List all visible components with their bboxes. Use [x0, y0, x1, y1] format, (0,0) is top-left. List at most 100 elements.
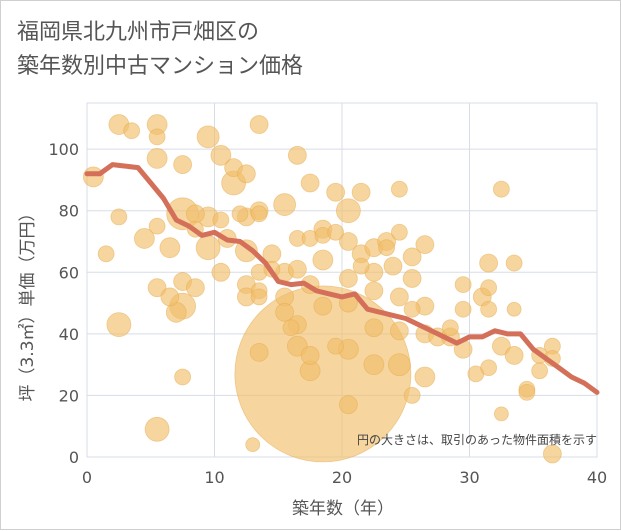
x-tick-label: 0	[82, 468, 92, 487]
y-tick-label: 20	[59, 386, 79, 405]
data-point	[313, 296, 333, 316]
data-point	[403, 300, 421, 318]
data-point	[390, 180, 408, 198]
data-point	[364, 318, 384, 338]
data-point	[364, 281, 384, 301]
data-point	[185, 204, 205, 224]
data-point	[148, 217, 166, 235]
data-point	[402, 269, 422, 288]
data-point	[480, 359, 498, 377]
y-tick-label: 100	[48, 140, 79, 159]
data-point	[106, 312, 132, 338]
data-point	[491, 336, 511, 356]
data-point	[312, 249, 334, 271]
data-point	[147, 278, 167, 298]
data-point	[378, 239, 396, 257]
data-point	[97, 245, 115, 263]
data-point	[82, 166, 104, 188]
data-point	[390, 223, 408, 241]
x-axis-title: 築年数（年）	[292, 499, 394, 519]
data-point	[212, 211, 230, 229]
data-point	[454, 276, 472, 294]
data-point	[133, 228, 155, 249]
data-point	[173, 155, 193, 174]
x-tick-label: 40	[587, 468, 607, 487]
data-point	[287, 145, 307, 165]
data-point	[454, 300, 472, 318]
data-point	[195, 235, 221, 261]
chart-title-line-2: 築年数別中古マンション価格	[17, 53, 303, 78]
data-point	[245, 437, 261, 453]
data-point	[231, 205, 249, 223]
data-point	[275, 302, 295, 322]
data-point	[148, 128, 166, 146]
data-point	[351, 182, 371, 202]
data-point	[174, 368, 192, 386]
data-point	[504, 346, 524, 365]
bubble-layer	[82, 114, 562, 464]
x-tick-label: 30	[459, 468, 479, 487]
data-point	[363, 354, 385, 376]
data-point	[300, 346, 320, 365]
line-layer	[84, 162, 600, 395]
x-tick-label: 10	[204, 468, 224, 487]
data-point	[159, 237, 181, 259]
y-axis-title: 坪（3.3㎡）単価（万円）	[18, 204, 38, 401]
data-point	[250, 205, 268, 223]
data-point	[249, 115, 269, 134]
chart-title-line-1: 福岡県北九州市戸畑区の	[17, 19, 259, 44]
y-tick-label: 60	[59, 263, 79, 282]
data-point	[389, 321, 409, 341]
data-point	[146, 148, 168, 169]
data-point	[402, 247, 422, 267]
tick-layer: 0 10 20 30 40 0 20 40 60 80 100	[48, 140, 607, 487]
data-point	[250, 288, 268, 306]
data-point	[185, 278, 205, 298]
data-point	[196, 125, 220, 149]
data-point	[338, 395, 358, 415]
data-point	[236, 164, 256, 184]
data-point	[480, 279, 498, 297]
data-point	[123, 122, 141, 140]
data-point	[234, 239, 258, 263]
data-point	[335, 198, 361, 224]
data-point	[282, 319, 300, 337]
data-point	[352, 257, 370, 275]
data-point	[287, 259, 307, 279]
y-tick-label: 40	[59, 325, 79, 344]
data-point	[518, 383, 536, 401]
data-point	[338, 269, 358, 288]
data-point	[210, 144, 232, 166]
data-point	[326, 182, 346, 202]
data-point	[493, 406, 509, 422]
data-point	[110, 208, 128, 226]
data-point	[249, 342, 269, 362]
data-point	[531, 362, 549, 380]
data-point	[144, 416, 170, 442]
data-point	[327, 337, 345, 355]
y-tick-label: 80	[59, 202, 79, 221]
data-point	[492, 180, 510, 198]
data-point	[415, 235, 435, 255]
data-point	[441, 319, 459, 337]
data-point	[389, 287, 409, 307]
average-price-line	[84, 162, 600, 395]
data-point	[327, 223, 345, 241]
data-point	[273, 193, 297, 216]
data-point	[542, 444, 562, 464]
bubble-size-note: 円の大きさは、取引のあった物件面積を示す	[357, 432, 597, 447]
x-tick-label: 20	[332, 468, 352, 487]
data-point	[505, 254, 523, 272]
data-point	[403, 387, 421, 404]
data-point	[160, 287, 180, 307]
data-point	[480, 300, 498, 318]
data-point	[338, 232, 358, 251]
data-point	[383, 256, 403, 276]
data-point	[414, 366, 436, 388]
data-point	[479, 253, 499, 273]
data-point	[387, 353, 411, 377]
y-tick-label: 0	[69, 448, 79, 467]
data-point	[506, 301, 522, 317]
